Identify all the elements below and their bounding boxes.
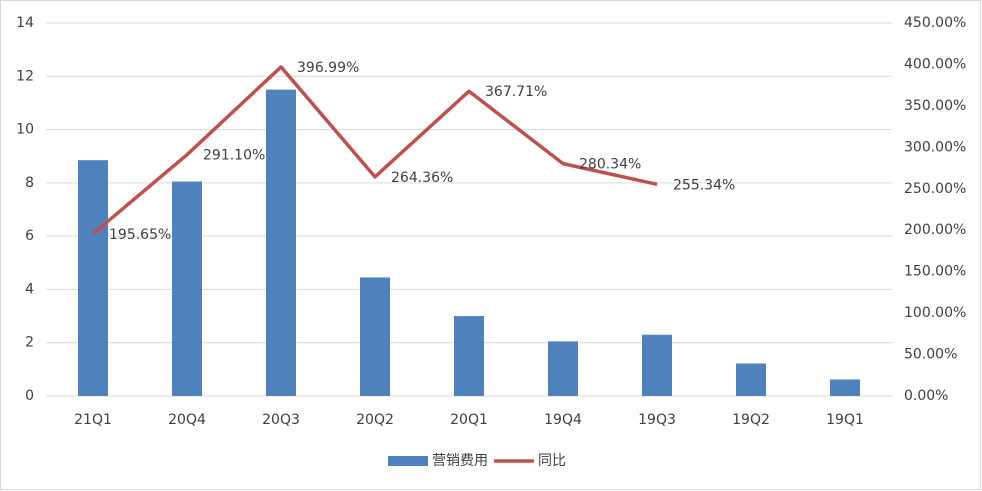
bar	[454, 316, 484, 396]
y-tick-label: 4	[25, 281, 34, 297]
x-tick-label: 20Q3	[262, 412, 300, 428]
x-tick-label: 21Q1	[74, 412, 112, 428]
legend-label: 营销费用	[432, 453, 488, 469]
x-tick-label: 20Q2	[356, 412, 394, 428]
x-tick-label: 19Q1	[826, 412, 864, 428]
x-tick-label: 19Q2	[732, 412, 770, 428]
y-tick-label: 10	[16, 122, 34, 138]
bar	[736, 363, 766, 396]
y2-tick-label: 250.00%	[904, 181, 966, 197]
x-tick-label: 19Q4	[544, 412, 582, 428]
y2-tick-label: 100.00%	[904, 305, 966, 321]
data-label: 195.65%	[109, 227, 171, 243]
y-tick-label: 8	[25, 175, 34, 191]
x-tick-label: 19Q3	[638, 412, 676, 428]
y2-tick-label: 450.00%	[904, 15, 966, 31]
legend-label: 同比	[538, 453, 566, 469]
bar	[78, 160, 108, 396]
legend-swatch	[388, 456, 428, 466]
x-tick-label: 20Q1	[450, 412, 488, 428]
bar	[548, 341, 578, 396]
bar	[266, 89, 296, 396]
y-tick-label: 14	[16, 15, 34, 31]
bar	[830, 379, 860, 396]
x-tick-label: 20Q4	[168, 412, 206, 428]
bar	[172, 181, 202, 396]
y-tick-label: 12	[16, 68, 34, 84]
data-label: 280.34%	[579, 157, 641, 173]
data-label: 264.36%	[391, 170, 453, 186]
bar	[642, 334, 672, 396]
data-label: 255.34%	[673, 177, 735, 193]
y2-tick-label: 150.00%	[904, 264, 966, 280]
y2-tick-label: 300.00%	[904, 139, 966, 155]
y2-tick-label: 200.00%	[904, 222, 966, 238]
data-label: 367.71%	[485, 84, 547, 100]
data-label: 396.99%	[297, 60, 359, 76]
y2-tick-label: 350.00%	[904, 98, 966, 114]
y-tick-label: 0	[25, 388, 34, 404]
y2-tick-label: 400.00%	[904, 56, 966, 72]
data-label: 291.10%	[203, 148, 265, 164]
line	[91, 65, 658, 236]
y-tick-label: 2	[25, 335, 34, 351]
y2-tick-label: 50.00%	[904, 347, 957, 363]
y2-tick-label: 0.00%	[904, 388, 948, 404]
y-tick-label: 6	[25, 228, 34, 244]
bar	[360, 277, 390, 396]
